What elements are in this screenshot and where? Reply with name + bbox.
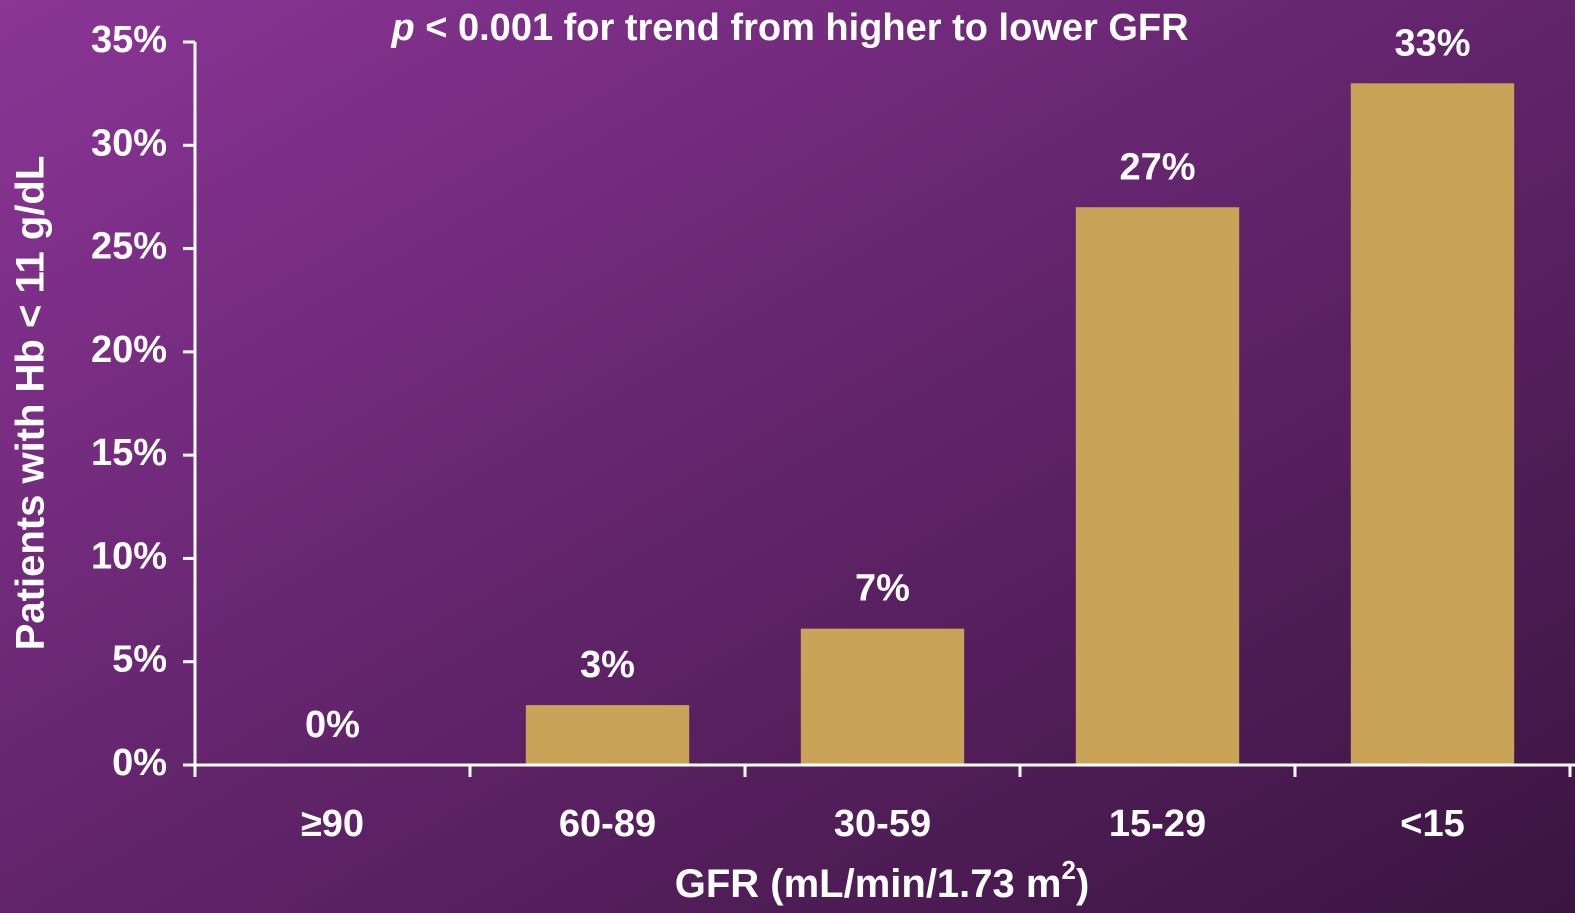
y-tick-label: 10%	[91, 535, 167, 577]
y-axis-label: Patients with Hb < 11 g/dL	[9, 156, 53, 651]
x-tick-label: ≥90	[301, 803, 364, 845]
bar	[1075, 207, 1240, 765]
data-label: 7%	[855, 568, 910, 610]
x-tick-label: 30-59	[834, 803, 931, 845]
data-label: 3%	[580, 644, 635, 686]
title-italic: p	[390, 7, 414, 49]
x-label-text: GFR (mL/min/1.73 m	[675, 862, 1062, 906]
x-axis-label: GFR (mL/min/1.73 m2)	[675, 855, 1090, 906]
y-tick-label: 15%	[91, 432, 167, 474]
x-label-end: )	[1076, 862, 1089, 906]
data-label: 0%	[305, 704, 360, 746]
chart-title: p < 0.001 for trend from higher to lower…	[390, 7, 1188, 49]
y-tick-label: 25%	[91, 226, 167, 268]
x-label-sup: 2	[1061, 855, 1075, 885]
bar	[800, 628, 965, 765]
data-label: 27%	[1119, 146, 1195, 188]
y-tick-label: 30%	[91, 122, 167, 164]
y-tick-label: 20%	[91, 329, 167, 371]
bar	[1350, 83, 1515, 766]
y-tick-label: 0%	[112, 742, 167, 784]
bar	[525, 705, 690, 765]
y-tick-label: 5%	[112, 639, 167, 681]
x-tick-label: 15-29	[1109, 803, 1206, 845]
data-label: 33%	[1394, 22, 1470, 64]
y-tick-label: 35%	[91, 19, 167, 61]
x-tick-label: 60-89	[559, 803, 656, 845]
x-tick-label: <15	[1400, 803, 1464, 845]
title-text: < 0.001 for trend from higher to lower G…	[415, 7, 1189, 49]
